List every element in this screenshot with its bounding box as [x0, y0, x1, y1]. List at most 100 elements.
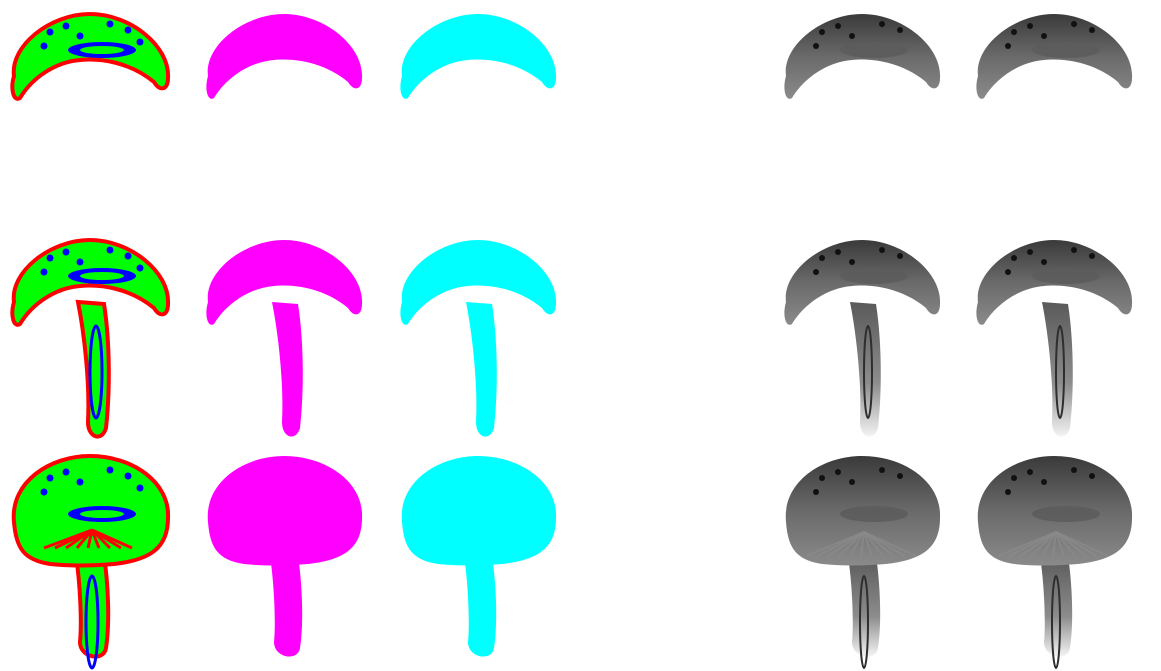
render-gill-line: [863, 531, 884, 557]
render-gill-line: [1030, 531, 1057, 557]
seg-cap-band-inner: [80, 46, 124, 54]
render-gill-line: [816, 531, 865, 557]
seg-cap-band-inner: [80, 510, 124, 518]
mask-stem: [464, 556, 497, 657]
seg-stem-streak: [88, 324, 104, 420]
render-stem-crease: [1055, 325, 1065, 419]
seg-cap-band-inner: [80, 272, 124, 280]
seg-cap-spot: [136, 38, 144, 46]
render-stem: [1042, 302, 1073, 437]
render-cap-spot: [835, 23, 841, 29]
render-cap-spot: [879, 247, 885, 253]
domed-cap-with-stem-segmentation-map: [11, 454, 171, 670]
seg-gill-line: [86, 529, 94, 549]
mask-stem: [272, 302, 303, 437]
render-cap-spot: [1005, 43, 1011, 49]
render-cap-spot: [1027, 469, 1033, 475]
render-cap-spot: [819, 475, 825, 481]
render-cap-spot: [819, 255, 825, 261]
seg-cap-spot: [136, 484, 144, 492]
render-stem: [850, 302, 881, 437]
seg-cap-spot: [76, 32, 84, 40]
render-cap-spot: [1027, 249, 1033, 255]
render-gill-line: [827, 531, 865, 557]
seg-cap-spot: [76, 478, 84, 486]
seg-cap-spot: [124, 26, 132, 34]
render-gill-line: [1055, 531, 1065, 557]
seg-cap-spot: [46, 28, 54, 36]
render-cap-spot: [835, 469, 841, 475]
render-gill-line: [863, 531, 873, 557]
render-cap-spot: [1089, 27, 1095, 33]
domed-cap-with-stem-cyan-mask: [401, 456, 557, 657]
render-cap-spot: [1027, 23, 1033, 29]
thin-cap-with-stem-cyan-mask: [400, 240, 557, 437]
render-gill-line: [1052, 531, 1057, 557]
render-cap-band: [1032, 506, 1100, 522]
render-cap-spot: [835, 249, 841, 255]
render-cap-spot: [1071, 247, 1077, 253]
render-cap-band: [1032, 42, 1100, 58]
render-cap-spot: [897, 473, 903, 479]
seg-gill-line: [91, 528, 133, 550]
seg-cap-spot: [40, 268, 48, 276]
render-cap-spot: [1041, 33, 1047, 39]
render-cap-spot: [813, 269, 819, 275]
render-cap-band: [840, 42, 908, 58]
seg-cap-spot: [106, 466, 114, 474]
domed-cap-with-stem-grayscale-render-a: [785, 456, 941, 669]
seg-cap-spot: [40, 42, 48, 50]
render-stem-crease: [1051, 575, 1061, 669]
render-cap-spot: [849, 479, 855, 485]
render-cap-spot: [1071, 21, 1077, 27]
render-cap-spot: [1011, 255, 1017, 261]
mask-cap: [401, 456, 557, 566]
render-cap-spot: [849, 33, 855, 39]
mask-cap: [207, 456, 363, 566]
thin-cap-with-stem-grayscale-render-b: [976, 240, 1133, 437]
render-cap-spot: [849, 259, 855, 265]
render-cap-spot: [1071, 467, 1077, 473]
cap-only-segmentation-map: [10, 12, 171, 101]
render-gill-line: [1008, 531, 1057, 557]
render-cap-spot: [1041, 259, 1047, 265]
render-cap-spot: [1011, 475, 1017, 481]
render-cap-spot: [813, 43, 819, 49]
cap-only-grayscale-render-b: [976, 14, 1133, 99]
mask-stem: [466, 302, 497, 437]
render-cap-band: [840, 268, 908, 284]
seg-stem-streak: [84, 574, 100, 670]
seg-cap-spot: [40, 488, 48, 496]
render-cap-spot: [1005, 269, 1011, 275]
cap-only-grayscale-render-a: [784, 14, 941, 99]
render-gill-line: [863, 531, 917, 557]
render-cap-spot: [1011, 29, 1017, 35]
cap-only-magenta-mask: [206, 14, 363, 99]
render-gill-line: [1041, 531, 1057, 557]
domed-cap-with-stem-grayscale-render-b: [977, 456, 1133, 669]
render-gill-line: [838, 531, 865, 557]
render-cap-band: [1032, 268, 1100, 284]
seg-cap-spot: [136, 264, 144, 272]
seg-cap-spot: [62, 248, 70, 256]
seg-cap-spot: [106, 20, 114, 28]
seg-cap-spot: [106, 246, 114, 254]
render-cap-band: [840, 506, 908, 522]
seg-cap-spot: [46, 474, 54, 482]
seg-cap-spot: [62, 22, 70, 30]
render-stem-crease: [863, 325, 873, 419]
render-cap-spot: [897, 253, 903, 259]
render-cap-spot: [1089, 253, 1095, 259]
seg-cap-spot: [46, 254, 54, 262]
thin-cap-with-stem-magenta-mask: [206, 240, 363, 437]
render-stem: [1040, 556, 1073, 657]
render-cap-spot: [1089, 473, 1095, 479]
seg-cap-spot: [124, 472, 132, 480]
seg-cap-spot: [62, 468, 70, 476]
render-gill-line: [1019, 531, 1057, 557]
seg-cap-spot: [124, 252, 132, 260]
mask-stem: [270, 556, 303, 657]
render-cap-spot: [879, 467, 885, 473]
thin-cap-with-stem-segmentation-map: [10, 238, 171, 439]
